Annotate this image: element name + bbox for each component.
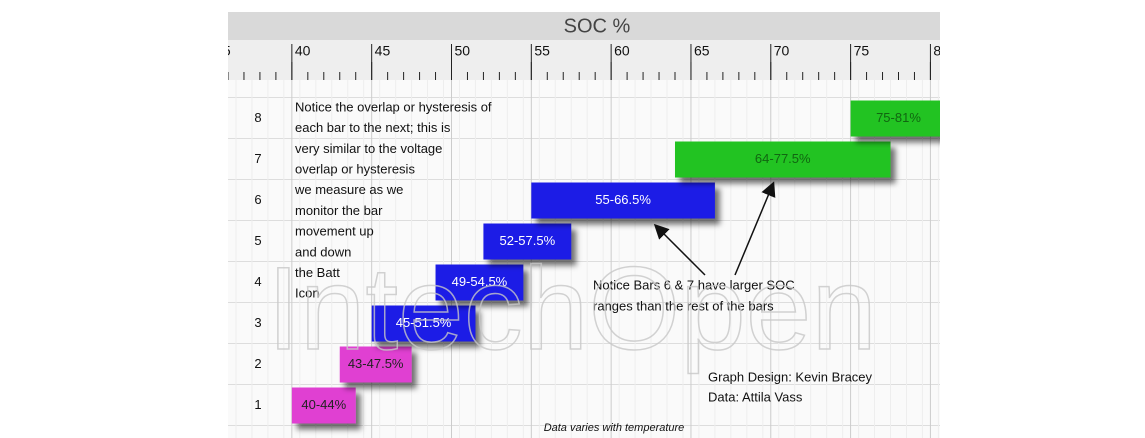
credit-line: Graph Design: Kevin Bracey xyxy=(708,369,873,384)
note-line: Notice the overlap or hysteresis of xyxy=(295,99,492,114)
y-tick-label: 7 xyxy=(254,151,261,166)
arrow-note-line: Notice Bars 6 & 7 have larger SOC xyxy=(593,277,795,292)
y-tick-label: 5 xyxy=(254,233,261,248)
y-tick-label: 6 xyxy=(254,192,261,207)
note-line: and down xyxy=(295,244,351,259)
bar xyxy=(291,387,356,424)
chart-title: SOC % xyxy=(564,15,631,37)
watermark: IntechOpen xyxy=(267,243,877,375)
bar xyxy=(339,346,412,383)
x-tick-label: 50 xyxy=(454,43,470,59)
note-line: movement up xyxy=(295,224,374,239)
arrow-note-line: ranges than the rest of the bars xyxy=(593,298,774,313)
note-line: the Batt xyxy=(295,265,340,280)
bar-label: 55-66.5% xyxy=(595,192,651,207)
note-line: monitor the bar xyxy=(295,203,383,218)
bar xyxy=(850,100,940,137)
footer: Data varies with temperature xyxy=(544,422,685,434)
credit-line: Data: Attila Vass xyxy=(708,389,803,404)
note-line: Icon xyxy=(295,286,320,301)
x-tick-label: 40 xyxy=(295,43,311,59)
note-line: each bar to the next; this is xyxy=(295,120,451,135)
bar xyxy=(371,305,476,342)
x-tick-label: 45 xyxy=(375,43,391,59)
bar-label: 64-77.5% xyxy=(755,151,811,166)
bar xyxy=(531,182,715,219)
bar-label: 52-57.5% xyxy=(499,233,555,248)
title-band xyxy=(228,12,940,40)
bar-label: 49-54.5% xyxy=(452,274,508,289)
bar-label: 43-47.5% xyxy=(348,356,404,371)
x-tick-label: 70 xyxy=(774,43,790,59)
note-line: very similar to the voltage xyxy=(295,141,442,156)
ruler xyxy=(228,40,940,80)
x-tick-label: 65 xyxy=(694,43,710,59)
y-tick-label: 2 xyxy=(254,356,261,371)
note-line: we measure as we xyxy=(294,182,403,197)
x-tick-label: 80 xyxy=(933,43,949,59)
arrow xyxy=(653,223,706,276)
bar-label: 40-44% xyxy=(301,397,346,412)
y-tick-label: 4 xyxy=(254,274,261,289)
x-tick-label: 55 xyxy=(534,43,550,59)
arrow xyxy=(734,181,776,276)
bar-label: 45-51.5% xyxy=(396,315,452,330)
y-tick-label: 3 xyxy=(254,315,261,330)
x-tick-label: 60 xyxy=(614,43,630,59)
x-tick-label: 75 xyxy=(854,43,870,59)
bar xyxy=(435,264,524,301)
note-line: overlap or hysteresis xyxy=(295,162,415,177)
y-tick-label: 8 xyxy=(254,110,261,125)
bar xyxy=(483,223,572,260)
bar xyxy=(674,141,891,178)
bar-label: 75-81% xyxy=(876,110,921,125)
y-tick-label: 1 xyxy=(254,397,261,412)
x-tick-label: 35 xyxy=(215,43,231,59)
